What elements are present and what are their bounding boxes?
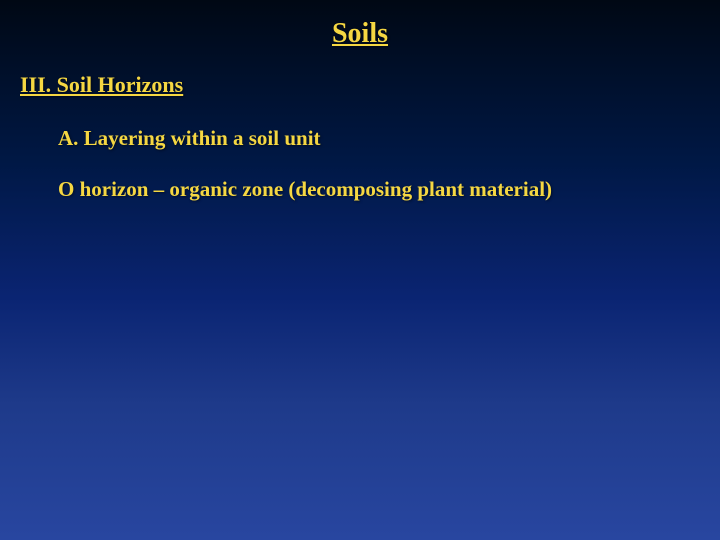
body-line-1: O horizon – organic zone (decomposing pl… (58, 177, 720, 202)
subpoint-a: A. Layering within a soil unit (58, 126, 720, 151)
slide-title: Soils (0, 0, 720, 50)
section-heading: III. Soil Horizons (20, 72, 720, 98)
